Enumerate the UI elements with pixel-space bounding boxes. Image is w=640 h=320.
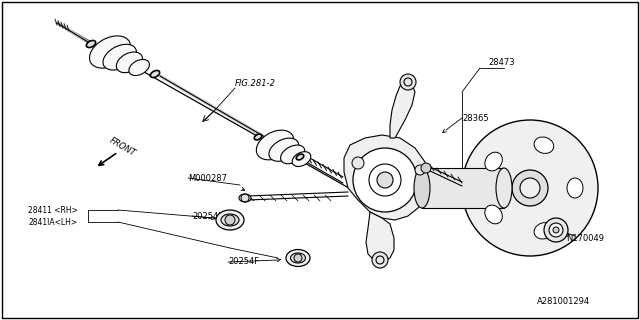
Ellipse shape	[296, 154, 304, 160]
Circle shape	[352, 157, 364, 169]
Circle shape	[294, 254, 302, 262]
Text: 20254D: 20254D	[192, 212, 225, 220]
Circle shape	[421, 163, 431, 173]
Text: 28473: 28473	[488, 58, 515, 67]
Text: FIG.281-2: FIG.281-2	[235, 79, 276, 88]
Ellipse shape	[534, 137, 554, 153]
Circle shape	[377, 172, 393, 188]
Text: N170049: N170049	[566, 234, 604, 243]
Circle shape	[225, 215, 235, 225]
Ellipse shape	[103, 44, 136, 70]
Ellipse shape	[485, 205, 502, 224]
Bar	[422, 168, 504, 208]
Polygon shape	[344, 135, 428, 220]
Text: M000287: M000287	[188, 173, 227, 182]
Circle shape	[553, 227, 559, 233]
Circle shape	[400, 74, 416, 90]
Ellipse shape	[86, 40, 95, 48]
Text: FRONT: FRONT	[108, 136, 138, 158]
Ellipse shape	[129, 60, 149, 76]
Ellipse shape	[239, 194, 251, 202]
Text: 2841lA<LH>: 2841lA<LH>	[28, 218, 77, 227]
Circle shape	[520, 178, 540, 198]
Polygon shape	[366, 212, 394, 262]
Ellipse shape	[254, 134, 262, 140]
Text: 28411 <RH>: 28411 <RH>	[28, 205, 78, 214]
Ellipse shape	[485, 152, 502, 171]
Ellipse shape	[216, 210, 244, 230]
Ellipse shape	[496, 168, 512, 208]
Ellipse shape	[90, 36, 131, 68]
Circle shape	[462, 120, 598, 256]
Ellipse shape	[534, 223, 554, 239]
Ellipse shape	[414, 168, 430, 208]
Ellipse shape	[256, 130, 294, 160]
Circle shape	[353, 148, 417, 212]
Ellipse shape	[280, 145, 305, 164]
Ellipse shape	[291, 253, 305, 263]
Circle shape	[415, 165, 425, 175]
Text: A281001294: A281001294	[537, 297, 590, 306]
Ellipse shape	[292, 152, 311, 166]
Circle shape	[372, 252, 388, 268]
Ellipse shape	[116, 52, 143, 73]
Ellipse shape	[286, 250, 310, 267]
Ellipse shape	[221, 214, 239, 226]
Ellipse shape	[150, 70, 159, 77]
Circle shape	[549, 223, 563, 237]
Ellipse shape	[269, 138, 299, 161]
Text: 28365: 28365	[462, 114, 488, 123]
Polygon shape	[390, 82, 415, 138]
Circle shape	[544, 218, 568, 242]
Ellipse shape	[567, 178, 583, 198]
Circle shape	[512, 170, 548, 206]
Text: 20254F: 20254F	[228, 258, 259, 267]
